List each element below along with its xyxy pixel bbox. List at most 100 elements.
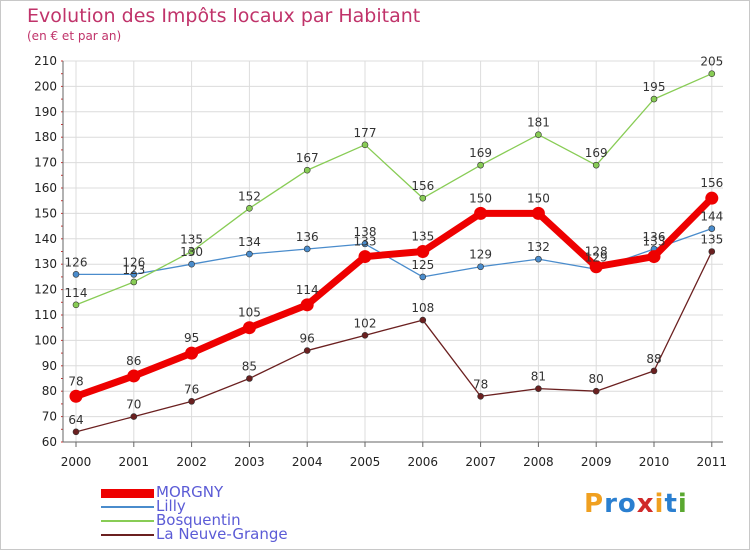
point-lilly xyxy=(303,245,311,253)
data-label-la-neuve-grange: 135 xyxy=(700,233,723,247)
chart-subtitle: (en € et par an) xyxy=(27,29,122,43)
data-label-morgny: 128 xyxy=(585,245,608,259)
data-label-lilly: 136 xyxy=(296,230,319,244)
point-la-neuve-grange xyxy=(361,332,369,339)
data-label-morgny: 78 xyxy=(68,374,83,388)
point-bosquentin xyxy=(303,166,311,174)
point-bosquentin xyxy=(477,161,484,169)
data-label-la-neuve-grange: 80 xyxy=(589,372,604,386)
data-label-la-neuve-grange: 96 xyxy=(300,332,315,346)
legend-swatch xyxy=(101,506,154,508)
y-tick-label: 70 xyxy=(42,410,57,424)
y-tick-label: 80 xyxy=(42,384,57,398)
x-tick-label: 2010 xyxy=(639,455,670,469)
data-label-morgny: 86 xyxy=(126,354,141,368)
legend-swatch xyxy=(101,534,154,536)
x-tick-label: 2000 xyxy=(61,455,92,469)
x-tick-label: 2007 xyxy=(465,455,496,469)
logo-letter: i xyxy=(654,489,665,519)
point-lilly xyxy=(188,260,195,268)
legend-label: La Neuve-Grange xyxy=(156,525,288,543)
point-morgny xyxy=(531,206,545,220)
point-morgny xyxy=(242,321,256,335)
point-morgny xyxy=(589,260,603,274)
data-label-morgny: 150 xyxy=(469,191,492,205)
data-label-lilly: 126 xyxy=(65,255,88,269)
y-tick-label: 200 xyxy=(34,79,57,93)
y-tick-label: 210 xyxy=(34,54,57,68)
data-label-la-neuve-grange: 88 xyxy=(646,352,661,366)
data-label-morgny: 156 xyxy=(700,176,723,190)
data-label-lilly: 144 xyxy=(700,210,723,224)
data-label-la-neuve-grange: 108 xyxy=(411,301,434,315)
data-label-bosquentin: 181 xyxy=(527,116,550,130)
data-label-bosquentin: 167 xyxy=(296,151,319,165)
legend-swatch xyxy=(101,520,154,522)
x-tick-label: 2006 xyxy=(408,455,439,469)
point-la-neuve-grange xyxy=(303,347,311,354)
y-tick-label: 170 xyxy=(34,156,57,170)
data-label-lilly: 130 xyxy=(180,245,203,259)
proxiti-logo: Proxiti xyxy=(584,489,688,519)
logo-letter: o xyxy=(617,489,637,519)
logo-letter: P xyxy=(584,489,605,519)
y-tick-label: 110 xyxy=(34,308,57,322)
point-la-neuve-grange xyxy=(708,248,716,255)
point-la-neuve-grange xyxy=(535,385,542,392)
chart-title: Evolution des Impôts locaux par Habitant xyxy=(27,5,421,27)
legend-label: MORGNY xyxy=(156,483,224,501)
data-label-bosquentin: 135 xyxy=(180,233,203,247)
point-bosquentin xyxy=(188,248,195,255)
series-lines xyxy=(69,70,719,436)
legend-swatch xyxy=(101,489,154,498)
y-tick-label: 90 xyxy=(42,359,57,373)
point-morgny xyxy=(647,250,661,264)
x-tick-label: 2002 xyxy=(176,455,207,469)
data-label-la-neuve-grange: 102 xyxy=(354,316,377,330)
point-lilly xyxy=(708,225,716,232)
x-tick-label: 2008 xyxy=(523,455,554,469)
point-morgny xyxy=(127,369,141,383)
point-morgny xyxy=(300,298,314,312)
point-bosquentin xyxy=(130,278,138,286)
data-label-morgny: 105 xyxy=(238,306,261,320)
data-label-morgny: 114 xyxy=(296,283,319,297)
y-tick-label: 100 xyxy=(34,333,57,347)
point-morgny xyxy=(358,250,372,264)
x-tick-label: 2001 xyxy=(119,455,150,469)
data-label-bosquentin: 195 xyxy=(643,80,666,94)
data-label-bosquentin: 169 xyxy=(469,146,492,160)
data-label-morgny: 135 xyxy=(411,230,434,244)
data-label-lilly: 132 xyxy=(527,240,550,254)
data-label-lilly: 129 xyxy=(585,250,608,264)
logo-letter: r xyxy=(604,489,618,519)
x-tick-label: 2004 xyxy=(292,455,323,469)
logo-letter: x xyxy=(636,489,655,519)
point-la-neuve-grange xyxy=(130,413,138,420)
data-label-lilly: 136 xyxy=(643,230,666,244)
point-bosquentin xyxy=(535,131,542,138)
point-morgny xyxy=(705,191,719,205)
legend-label: Bosquentin xyxy=(156,511,241,529)
data-label-morgny: 133 xyxy=(643,235,666,249)
point-bosquentin xyxy=(72,301,80,309)
x-tick-label: 2005 xyxy=(350,455,381,469)
data-label-lilly: 126 xyxy=(122,255,145,269)
data-label-la-neuve-grange: 85 xyxy=(242,360,257,374)
point-lilly xyxy=(130,271,138,278)
y-tick-label: 120 xyxy=(34,283,57,297)
y-tick-label: 60 xyxy=(42,435,57,449)
data-label-lilly: 129 xyxy=(469,248,492,262)
point-la-neuve-grange xyxy=(419,316,427,324)
data-labels: 126 126 130 134 136 138 125 129 132 129 136 144 114 1… xyxy=(65,55,724,427)
point-la-neuve-grange xyxy=(246,375,253,382)
data-label-bosquentin: 205 xyxy=(700,55,723,69)
x-tick-label: 2011 xyxy=(697,455,728,469)
y-tick-label: 180 xyxy=(34,130,57,144)
point-morgny xyxy=(185,346,199,360)
point-la-neuve-grange xyxy=(477,392,484,400)
point-la-neuve-grange xyxy=(72,428,80,436)
series-line-bosquentin xyxy=(75,73,713,306)
